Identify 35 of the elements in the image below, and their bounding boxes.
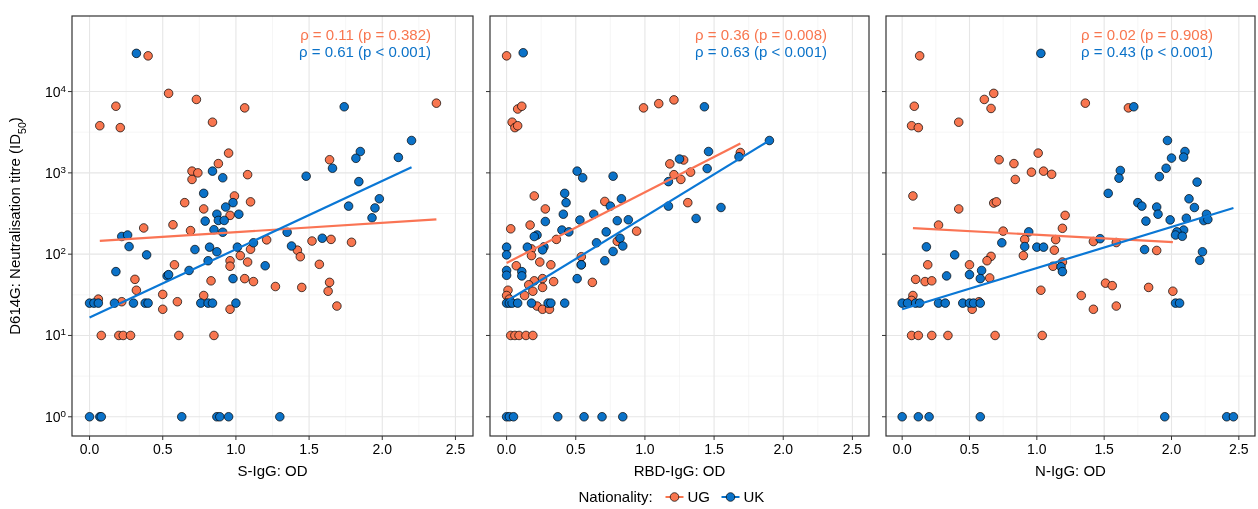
x-tick-label: 2.0 — [773, 441, 794, 457]
x-tick-label: 2.5 — [842, 441, 863, 457]
annotation: ρ = 0.36 (p = 0.008) — [695, 26, 827, 43]
x-tick-label: 0.0 — [496, 441, 517, 457]
x-tick-label: 2.0 — [1161, 441, 1182, 457]
annotation: ρ = 0.02 (p = 0.908) — [1081, 26, 1213, 43]
y-tick-label: 10$^{2}$ — [44, 244, 66, 263]
annotation: ρ = 0.43 (p < 0.001) — [1081, 43, 1213, 60]
y-tick-label: 10$^{1}$ — [44, 325, 66, 344]
y-tick-label: 10$^{3}$ — [44, 163, 67, 181]
x-tick-label: 1.5 — [704, 441, 725, 457]
annotation: ρ = 0.11 (p = 0.382) — [300, 26, 431, 43]
x-tick-label: 0.5 — [566, 441, 586, 457]
x-tick-label: 1.0 — [1027, 441, 1047, 457]
x-tick-label: 2.5 — [445, 441, 466, 457]
x-tick-label: 0.0 — [79, 441, 100, 457]
x-tick-label: 0.0 — [892, 441, 913, 457]
x-tick-label: 1.0 — [226, 441, 246, 457]
legend-label: UG — [687, 488, 710, 505]
x-tick-label: 0.5 — [153, 441, 173, 457]
annotation: ρ = 0.63 (p < 0.001) — [695, 43, 827, 60]
legend-title: Nationality: — [578, 488, 653, 505]
x-tick-label: 1.5 — [299, 441, 320, 457]
x-tick-label: 1.5 — [1094, 441, 1115, 457]
x-tick-label: 0.5 — [959, 441, 980, 457]
legend-label: UK — [743, 488, 765, 505]
x-tick-label: 2.0 — [372, 441, 393, 457]
x-axis-title: S-IgG: OD — [237, 462, 308, 479]
y-tick-label: 10$^{4}$ — [44, 82, 67, 100]
y-tick-label: 10$^{0}$ — [44, 407, 67, 425]
x-tick-label: 2.5 — [1229, 441, 1249, 457]
x-tick-label: 1.0 — [635, 441, 655, 457]
annotation: ρ = 0.61 (p < 0.001) — [299, 43, 431, 60]
x-axis-title: RBD-IgG: OD — [633, 462, 726, 479]
x-axis-title: N-IgG: OD — [1035, 462, 1107, 479]
